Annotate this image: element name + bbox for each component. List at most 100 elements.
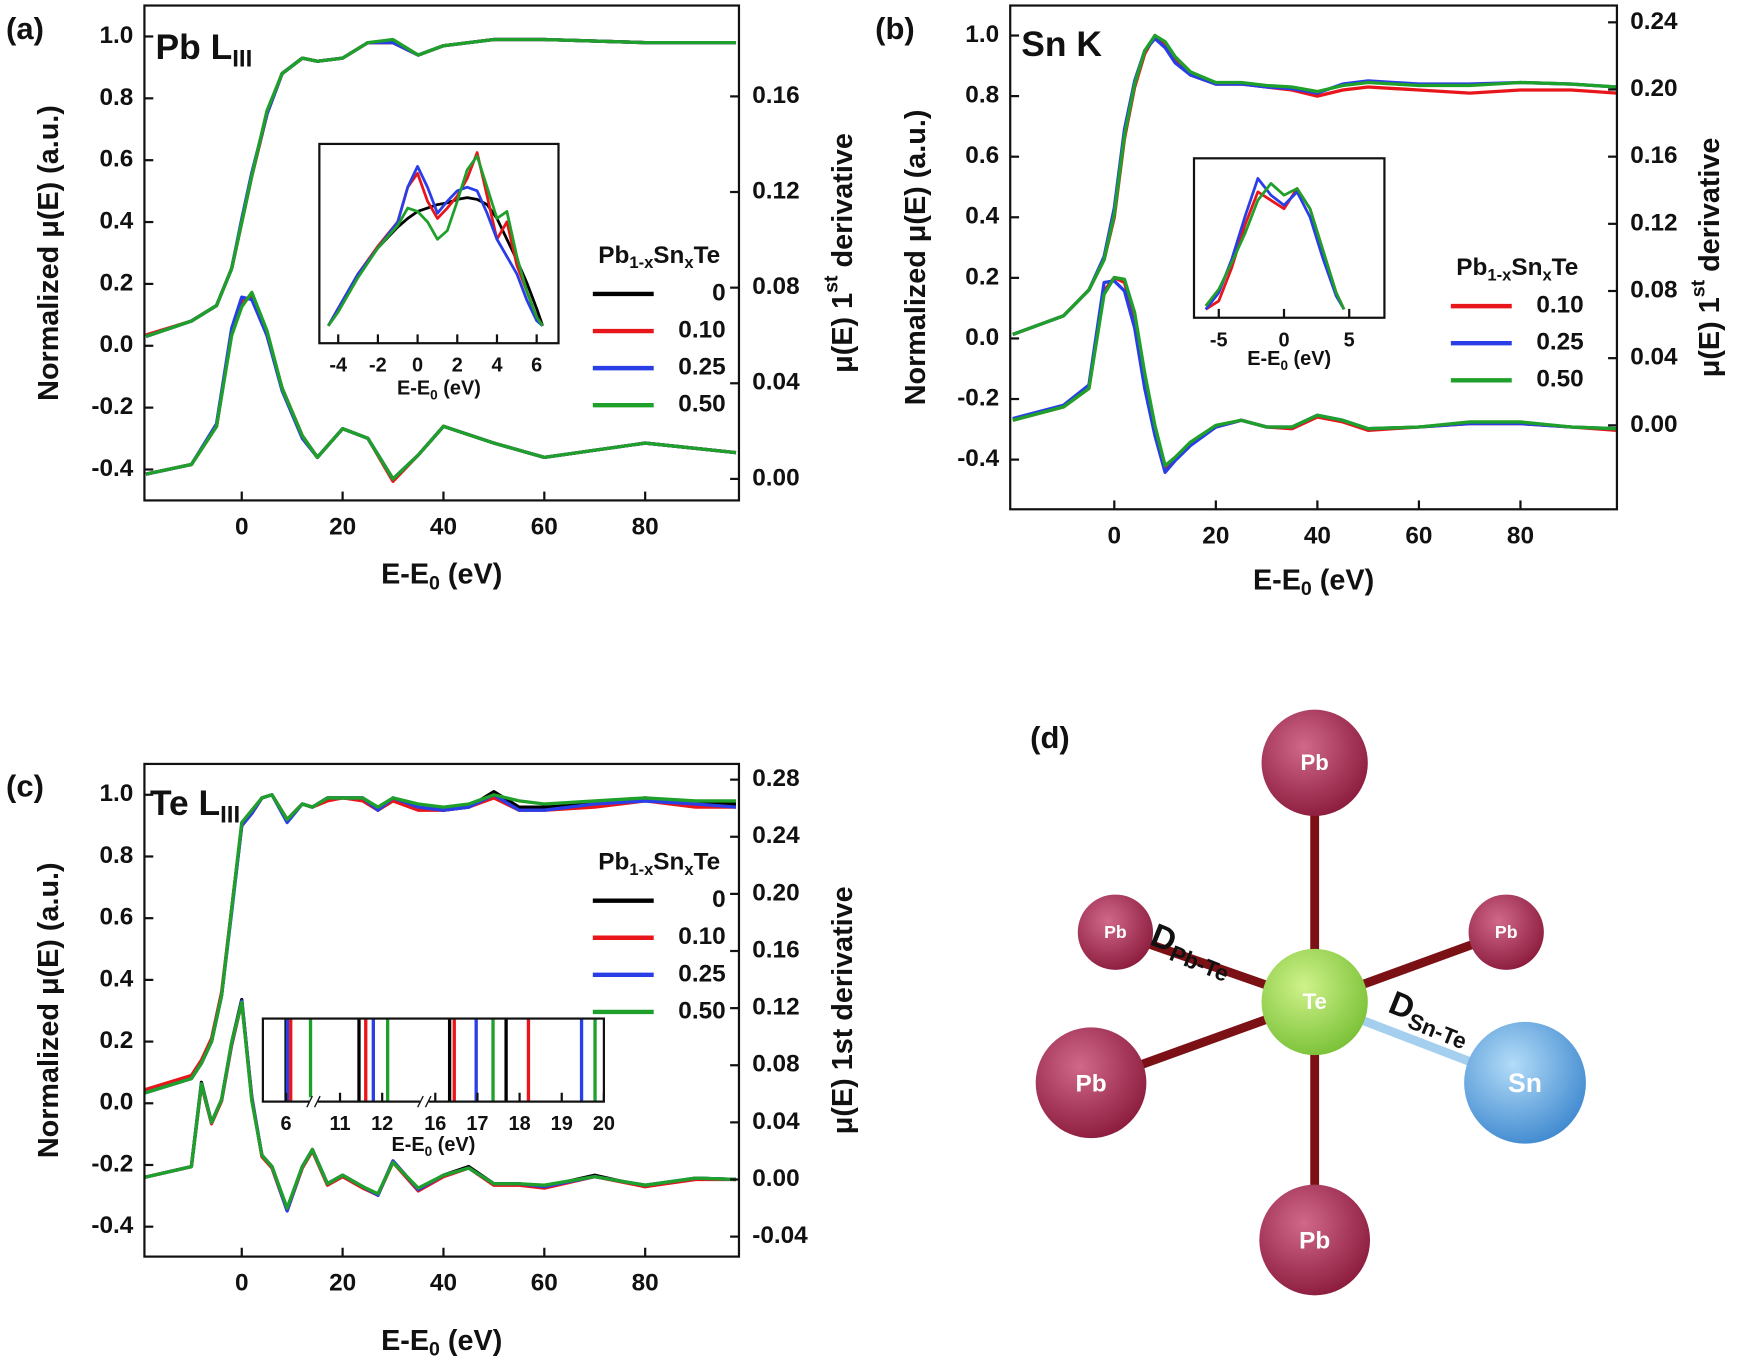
text-part: 0 <box>429 1339 440 1361</box>
text-part: Sn <box>653 849 684 876</box>
atom-label: Pb <box>1104 922 1127 942</box>
atom-label: Pb <box>1495 922 1518 942</box>
y2-tick-label: 0.04 <box>1630 344 1678 371</box>
legend-label: 0.25 <box>1536 329 1583 356</box>
y2-tick-label: 0.04 <box>752 1108 800 1135</box>
plot-area <box>327 151 544 327</box>
x-tick-label: 20 <box>329 514 356 541</box>
data-line <box>1012 275 1617 468</box>
legend-label: 0 <box>712 279 726 306</box>
text-part: E-E <box>1253 564 1301 596</box>
x-tick-label: 20 <box>1202 522 1229 549</box>
x-tick-label: 20 <box>329 1270 356 1297</box>
text-part: Te <box>694 242 721 269</box>
x-tick-label: 80 <box>632 514 659 541</box>
x-tick-label: 17 <box>466 1113 488 1135</box>
y-tick-label: -0.2 <box>91 1150 133 1177</box>
plot-background <box>1194 158 1385 318</box>
y-tick-label: 0.0 <box>100 1089 134 1116</box>
structure-diagram: (d) Pb Pb Pb Pb Te Sn Pb DPb-Te DSn-Te <box>1030 709 1586 1296</box>
text-part: Pb <box>1456 254 1487 281</box>
plot-frame <box>1009 4 1619 511</box>
y2-axis-label: μ(E) 1st derivative <box>827 886 859 1134</box>
data-line <box>1012 33 1617 337</box>
y-tick-label: 0.8 <box>100 842 134 869</box>
legend-title: Pb1-xSnxTe <box>598 242 720 272</box>
text-part: (eV) <box>1288 348 1331 370</box>
panel-label: (a) <box>6 11 44 46</box>
y-tick-label: 1.0 <box>100 22 134 49</box>
x-tick-label: 12 <box>371 1113 393 1135</box>
text-part: Pb-Te <box>1166 941 1232 987</box>
chart: 0 20 40 60 80-0.4-0.20.00.20.40.60.81.0-0.04… <box>6 762 859 1361</box>
x-tick-label: 19 <box>551 1113 573 1135</box>
x-tick-label: -2 <box>369 355 387 377</box>
y-tick-label: 0.6 <box>965 142 999 169</box>
y2-tick-label: 0.16 <box>752 82 799 109</box>
text-part: μ(E) 1 <box>1694 297 1726 377</box>
text-part: Te L <box>150 783 220 823</box>
text-part: E-E <box>397 378 430 400</box>
x-tick-label: 60 <box>1405 522 1432 549</box>
data-line <box>1204 182 1346 310</box>
chart-title: Sn K <box>1021 24 1102 64</box>
legend-label: 0.50 <box>678 997 725 1024</box>
y2-tick-label: 0.08 <box>1630 276 1677 303</box>
x-tick-label: 18 <box>509 1113 531 1135</box>
y-axis-label: Normalized μ(E) (a.u.) <box>33 105 65 401</box>
atom <box>1468 894 1544 970</box>
text-part: 1-x <box>629 860 654 879</box>
text-part: 0 <box>425 1143 433 1158</box>
x-tick-label: 11 <box>330 1113 351 1135</box>
text-part: Pb <box>598 849 629 876</box>
data-line <box>144 1000 737 1210</box>
atom <box>1261 948 1368 1056</box>
x-tick-label: 60 <box>531 1270 558 1297</box>
panel-label: (d) <box>1030 720 1070 755</box>
chart: 6 11 12 16 17 18 19 20 E-E0 (eV) <box>261 1017 615 1158</box>
y-tick-label: 0.8 <box>100 84 134 111</box>
y-axis-label: Normalized μ(E) (a.u.) <box>33 862 65 1158</box>
y-tick-label: 0.8 <box>965 82 999 109</box>
y-tick-label: 0.0 <box>100 331 134 358</box>
y2-tick-label: 0.00 <box>1630 411 1677 438</box>
x-tick-label: 0 <box>412 355 423 377</box>
y-tick-label: 0.2 <box>100 1027 134 1054</box>
plot-area <box>284 1018 597 1102</box>
y-tick-label: -0.4 <box>957 445 999 472</box>
y2-tick-label: 0.16 <box>752 936 799 963</box>
legend-label: 0.50 <box>678 391 725 418</box>
y2-tick-label: 0.00 <box>752 1165 799 1192</box>
y2-tick-label: 0.20 <box>1630 75 1677 102</box>
x-tick-label: 0 <box>1278 329 1289 351</box>
atom <box>1077 894 1154 970</box>
text-part: (eV) <box>1312 564 1374 596</box>
x-tick-label: 0 <box>235 514 249 541</box>
text-part: x <box>684 254 694 273</box>
y-tick-label: 0.2 <box>965 263 999 290</box>
text-part: Pb L <box>156 27 233 67</box>
text-part: derivative <box>827 133 859 275</box>
y-tick-label: -0.2 <box>957 384 999 411</box>
plot-frame <box>143 4 741 502</box>
x-tick-label: 2 <box>452 355 463 377</box>
text-part: E-E <box>381 558 429 590</box>
plot-area <box>1012 33 1617 474</box>
panel-label: (c) <box>6 768 44 803</box>
y-tick-label: 0.4 <box>100 207 134 234</box>
y-tick-label: 0.6 <box>100 146 134 173</box>
x-axis-label: E-E0 (eV) <box>397 378 481 402</box>
x-tick-label: 40 <box>430 1270 457 1297</box>
text-part: (eV) <box>440 1324 502 1356</box>
plot-area <box>1204 177 1346 311</box>
atom-label: Pb <box>1301 750 1329 775</box>
text-part: Te <box>1552 254 1579 281</box>
axis-break <box>419 1097 429 1107</box>
data-line <box>144 793 736 1095</box>
x-tick-label: -4 <box>329 355 347 377</box>
text-part: III <box>220 802 240 829</box>
x-tick-label: 16 <box>424 1113 446 1135</box>
atom-label: Pb <box>1299 1228 1330 1255</box>
